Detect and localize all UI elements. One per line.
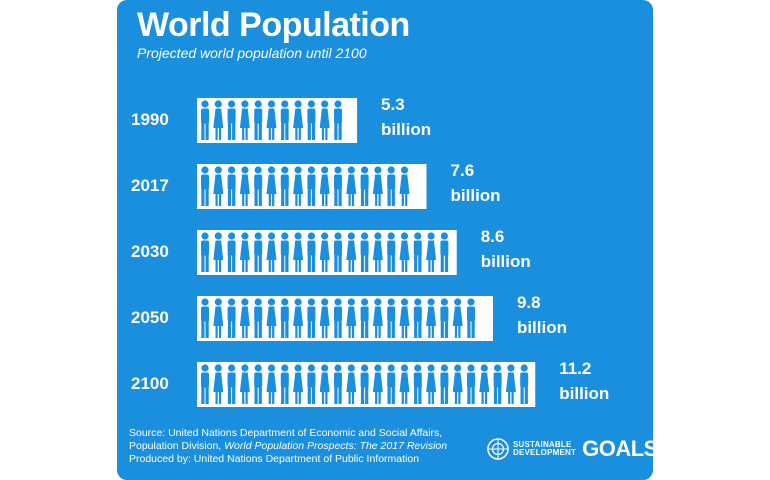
source-line-2-prefix: Population Division, xyxy=(129,440,225,452)
source-publication: World Population Prospects: The 2017 Rev… xyxy=(224,440,448,452)
sdg-line-2: DEVELOPMENT xyxy=(513,448,577,457)
category-label-2030: 2030 xyxy=(131,242,169,261)
sdg-wordmark: SUSTAINABLE DEVELOPMENT xyxy=(513,441,576,457)
value-label-2100: 11.2 billion xyxy=(559,359,609,403)
produced-by-line: Produced by: United Nations Department o… xyxy=(129,453,420,465)
bar-row-2050: 2050 9.8 billion xyxy=(131,293,567,341)
bar-row-2030: 2030 8.6 billion xyxy=(131,227,531,275)
category-label-1990: 1990 xyxy=(131,110,169,129)
value-label-2017: 7.6 billion xyxy=(451,161,501,205)
bar-1990 xyxy=(197,98,358,143)
page-title: World Population xyxy=(137,6,410,44)
un-emblem-icon xyxy=(487,438,509,460)
category-label-2100: 2100 xyxy=(131,374,169,393)
population-chart: 1990 5.3 billion 2017 7.6 billion 2030 8.6 billi… xyxy=(131,95,609,407)
value-label-1990: 5.3 billion xyxy=(381,95,431,139)
category-label-2050: 2050 xyxy=(131,308,169,327)
page-subtitle: Projected world population until 2100 xyxy=(137,45,367,61)
infographic-card: World Population Projected world populat… xyxy=(117,0,653,480)
value-label-2030: 8.6 billion xyxy=(481,227,531,271)
sdg-goals: GOALS xyxy=(582,436,653,461)
bar-row-1990: 1990 5.3 billion xyxy=(131,95,431,143)
source-footer: Source: United Nations Department of Eco… xyxy=(129,427,447,466)
bar-row-2100: 2100 11.2 billion xyxy=(131,359,609,407)
sdg-branding: SUSTAINABLE DEVELOPMENT GOALS xyxy=(487,436,653,461)
value-label-2050: 9.8 billion xyxy=(517,293,567,337)
sdg-line-1: SUSTAINABLE xyxy=(513,440,572,449)
bar-row-2017: 2017 7.6 billion xyxy=(131,161,501,209)
category-label-2017: 2017 xyxy=(131,176,169,195)
source-line-1: Source: United Nations Department of Eco… xyxy=(129,427,443,439)
source-line-2: Population Division, World Population Pr… xyxy=(129,440,447,453)
